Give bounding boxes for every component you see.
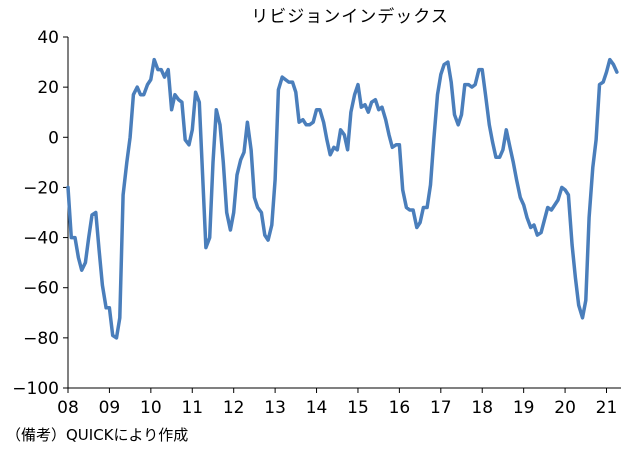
x-tick-label: 19 bbox=[513, 398, 535, 418]
series-line bbox=[66, 57, 619, 340]
x-axis: 08 09 10 11 12 13 14 15 16 17 18 19 20 21 bbox=[57, 387, 621, 418]
y-axis: −100 −80 −60 −40 −20 0 20 40 bbox=[12, 28, 69, 399]
x-tick-label: 18 bbox=[471, 398, 493, 418]
y-tick-label: 40 bbox=[37, 28, 59, 48]
y-tick-label: −100 bbox=[12, 379, 59, 399]
x-tick-label: 20 bbox=[554, 398, 576, 418]
x-tick-label: 13 bbox=[264, 398, 286, 418]
y-tick-label: 20 bbox=[37, 78, 59, 98]
x-tick-label: 17 bbox=[430, 398, 452, 418]
x-tick-label: 10 bbox=[140, 398, 162, 418]
x-tick-label: 09 bbox=[99, 398, 121, 418]
source-note: （備考）QUICKにより作成 bbox=[6, 426, 189, 444]
series-group bbox=[66, 57, 619, 340]
chart-title: リビジョンインデックス bbox=[251, 7, 449, 27]
x-tick-label: 21 bbox=[596, 398, 618, 418]
x-tick-label: 12 bbox=[223, 398, 245, 418]
y-tick-label: 0 bbox=[48, 128, 59, 148]
x-tick-label: 11 bbox=[181, 398, 203, 418]
x-tick-label: 16 bbox=[389, 398, 411, 418]
x-tick-label: 14 bbox=[306, 398, 328, 418]
y-tick-label: −60 bbox=[23, 279, 59, 299]
y-tick-label: −40 bbox=[23, 229, 59, 249]
chart-canvas: −100 −80 −60 −40 −20 0 20 40 08 09 10 11 12 13 14 15 16… bbox=[12, 28, 621, 418]
y-tick-label: −20 bbox=[23, 178, 59, 198]
x-tick-label: 08 bbox=[57, 398, 79, 418]
y-tick-label: −80 bbox=[23, 329, 59, 349]
x-tick-label: 15 bbox=[347, 398, 369, 418]
